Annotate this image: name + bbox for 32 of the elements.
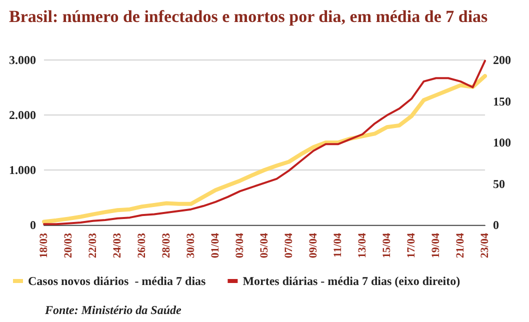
x-tick-label: 01/04 <box>210 232 222 258</box>
x-tick-label: 23/04 <box>479 232 491 258</box>
x-tick-label: 11/04 <box>332 232 344 258</box>
x-tick-label: 07/04 <box>283 232 295 258</box>
y2-tick-label: 200 <box>493 53 511 67</box>
x-tick-label: 19/04 <box>430 232 442 258</box>
x-tick-label: 22/03 <box>87 232 99 258</box>
x-tick-label: 24/03 <box>112 232 124 258</box>
x-tick-label: 05/04 <box>258 232 270 258</box>
y-tick-label: 0 <box>30 218 36 232</box>
x-tick-label: 28/03 <box>160 232 172 258</box>
x-tick-label: 18/03 <box>38 232 50 258</box>
x-tick-label: 09/04 <box>308 232 320 258</box>
legend-label: Mortes diárias - média 7 dias (eixo direito) <box>242 274 460 288</box>
y2-tick-label: 100 <box>493 136 511 150</box>
y2-tick-label: 0 <box>493 218 499 232</box>
x-tick-label: 15/04 <box>381 232 393 258</box>
y2-tick-label: 150 <box>493 94 511 108</box>
y-tick-label: 2.000 <box>9 108 36 122</box>
x-tick-label: 20/03 <box>62 232 74 258</box>
x-tick-label: 30/03 <box>185 232 197 258</box>
y2-tick-label: 50 <box>493 176 505 191</box>
x-tick-label: 03/04 <box>234 232 246 258</box>
chart-title: Brasil: número de infectados e mortos por dia, em média de 7 dias <box>9 7 488 26</box>
x-tick-label: 17/04 <box>406 232 418 258</box>
x-tick-label: 13/04 <box>356 232 368 258</box>
legend-label: Casos novos diários - média 7 dias <box>28 274 206 288</box>
x-tick-label: 21/04 <box>454 232 466 258</box>
y-tick-label: 3.000 <box>9 53 36 67</box>
source-note: Fonte: Ministério da Saúde <box>44 303 182 317</box>
x-tick-label: 26/03 <box>136 232 148 258</box>
y-tick-label: 1.000 <box>9 163 36 177</box>
